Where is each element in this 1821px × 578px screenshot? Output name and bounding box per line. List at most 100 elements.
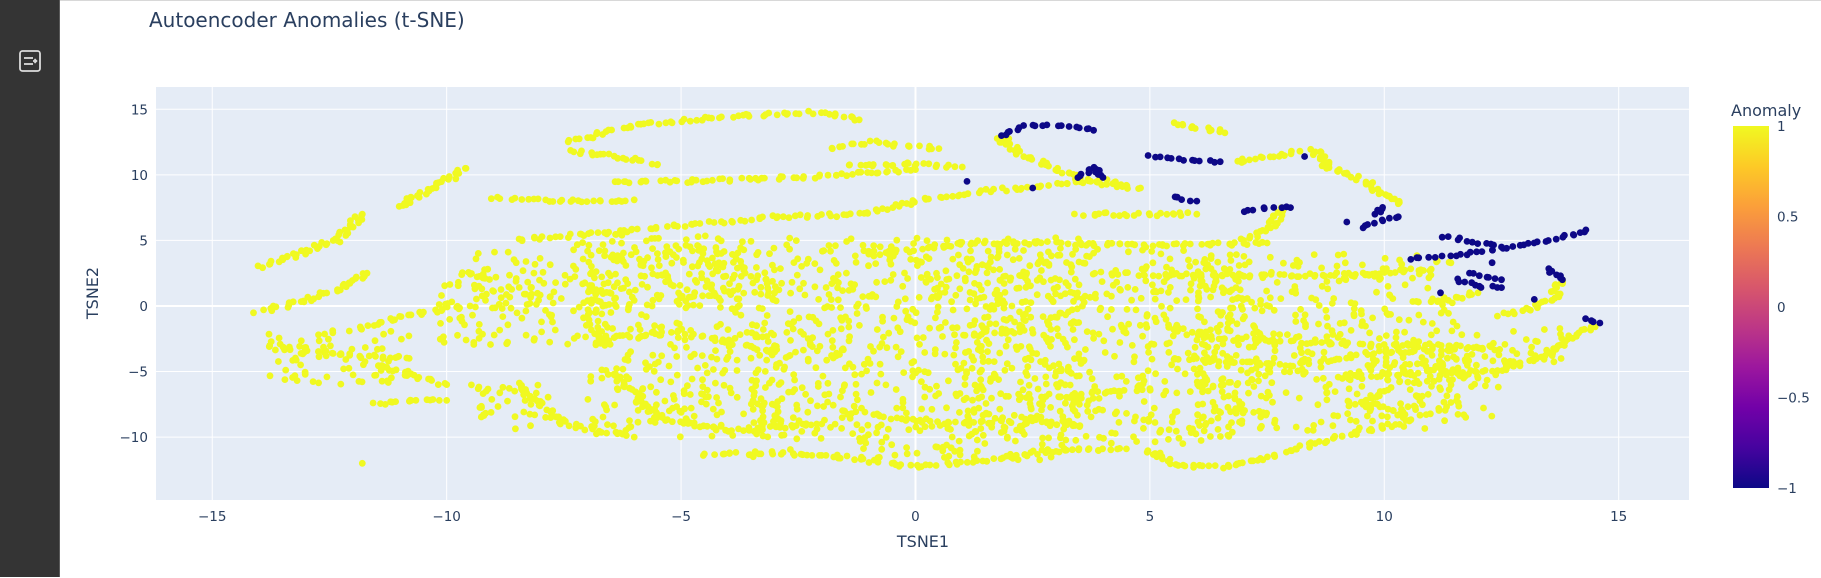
normal-point xyxy=(1053,325,1061,333)
normal-point xyxy=(967,247,974,255)
normal-point xyxy=(975,189,983,197)
anomaly-point xyxy=(1455,278,1463,286)
normal-point xyxy=(1066,394,1073,401)
normal-point xyxy=(925,195,932,203)
normal-point xyxy=(1373,288,1380,296)
normal-point xyxy=(935,145,943,153)
normal-point xyxy=(785,214,793,222)
normal-point xyxy=(1301,311,1309,319)
normal-point xyxy=(1157,209,1164,217)
normal-point xyxy=(1174,462,1182,469)
normal-point xyxy=(1557,341,1564,349)
normal-point xyxy=(1163,274,1171,281)
normal-point xyxy=(884,425,892,433)
normal-point xyxy=(1010,239,1017,247)
normal-point xyxy=(962,349,969,356)
normal-point xyxy=(1145,349,1152,356)
normal-point xyxy=(1438,365,1446,373)
normal-point xyxy=(1454,399,1462,407)
normal-point xyxy=(1350,305,1358,312)
normal-point xyxy=(963,369,970,377)
normal-point xyxy=(1022,298,1029,305)
normal-point xyxy=(941,454,948,461)
normal-point xyxy=(725,343,733,350)
normal-point xyxy=(310,241,318,249)
normal-point xyxy=(683,344,690,351)
normal-point xyxy=(378,377,386,385)
normal-point xyxy=(867,389,875,396)
anomaly-point xyxy=(1438,233,1446,241)
normal-point xyxy=(815,172,823,180)
normal-point xyxy=(984,313,992,321)
normal-point xyxy=(494,403,502,410)
normal-point xyxy=(619,365,627,373)
normal-point xyxy=(1037,182,1045,190)
normal-point xyxy=(387,398,394,406)
normal-point xyxy=(1022,270,1030,278)
normal-point xyxy=(800,279,807,287)
normal-point xyxy=(862,303,870,311)
normal-point xyxy=(691,422,698,430)
normal-point xyxy=(676,282,684,289)
normal-point xyxy=(824,398,831,406)
normal-point xyxy=(645,119,652,127)
normal-point xyxy=(1200,334,1208,342)
normal-point xyxy=(1200,413,1207,421)
normal-point xyxy=(835,279,842,287)
normal-point xyxy=(1157,426,1165,434)
normal-point xyxy=(1042,373,1050,381)
normal-point xyxy=(731,334,739,342)
normal-point xyxy=(337,380,345,388)
normal-point xyxy=(639,403,646,411)
normal-point xyxy=(1151,295,1159,303)
normal-point xyxy=(1184,209,1192,217)
normal-point xyxy=(1287,447,1294,454)
normal-point xyxy=(1310,422,1318,429)
normal-point xyxy=(910,240,917,247)
normal-point xyxy=(438,307,445,314)
normal-point xyxy=(713,394,720,401)
normal-point xyxy=(685,293,693,301)
normal-point xyxy=(692,176,700,184)
normal-point xyxy=(812,364,820,372)
normal-point xyxy=(1084,407,1092,415)
normal-point xyxy=(1414,298,1422,306)
normal-point xyxy=(503,291,510,298)
normal-point xyxy=(546,261,554,269)
normal-point xyxy=(941,289,949,296)
plot-area[interactable] xyxy=(156,87,1689,500)
normal-point xyxy=(1252,357,1260,364)
normal-point xyxy=(1284,331,1291,338)
normal-point xyxy=(1056,309,1064,317)
normal-point xyxy=(726,348,734,355)
normal-point xyxy=(843,452,851,460)
normal-point xyxy=(1276,360,1284,368)
normal-point xyxy=(1111,352,1118,360)
normal-point xyxy=(729,251,736,258)
normal-point xyxy=(1200,427,1208,435)
normal-point xyxy=(720,248,728,255)
normal-point xyxy=(585,241,593,249)
normal-point xyxy=(504,397,511,405)
normal-point xyxy=(887,276,895,284)
normal-point xyxy=(876,251,884,259)
sidebar-expand-icon[interactable] xyxy=(17,48,43,74)
normal-point xyxy=(1282,389,1290,396)
normal-point xyxy=(1202,265,1210,273)
normal-point xyxy=(961,274,969,282)
normal-point xyxy=(1172,427,1180,435)
normal-point xyxy=(752,333,760,341)
normal-point xyxy=(937,280,945,288)
normal-point xyxy=(933,382,940,390)
normal-point xyxy=(921,349,929,356)
normal-point xyxy=(1247,358,1255,366)
normal-point xyxy=(272,346,279,354)
normal-point xyxy=(1324,322,1331,330)
normal-point xyxy=(1003,360,1011,368)
normal-point xyxy=(473,295,480,303)
normal-point xyxy=(1033,276,1041,284)
normal-point xyxy=(648,264,655,272)
normal-point xyxy=(953,272,961,280)
normal-point xyxy=(684,302,692,309)
normal-point xyxy=(1256,424,1264,432)
